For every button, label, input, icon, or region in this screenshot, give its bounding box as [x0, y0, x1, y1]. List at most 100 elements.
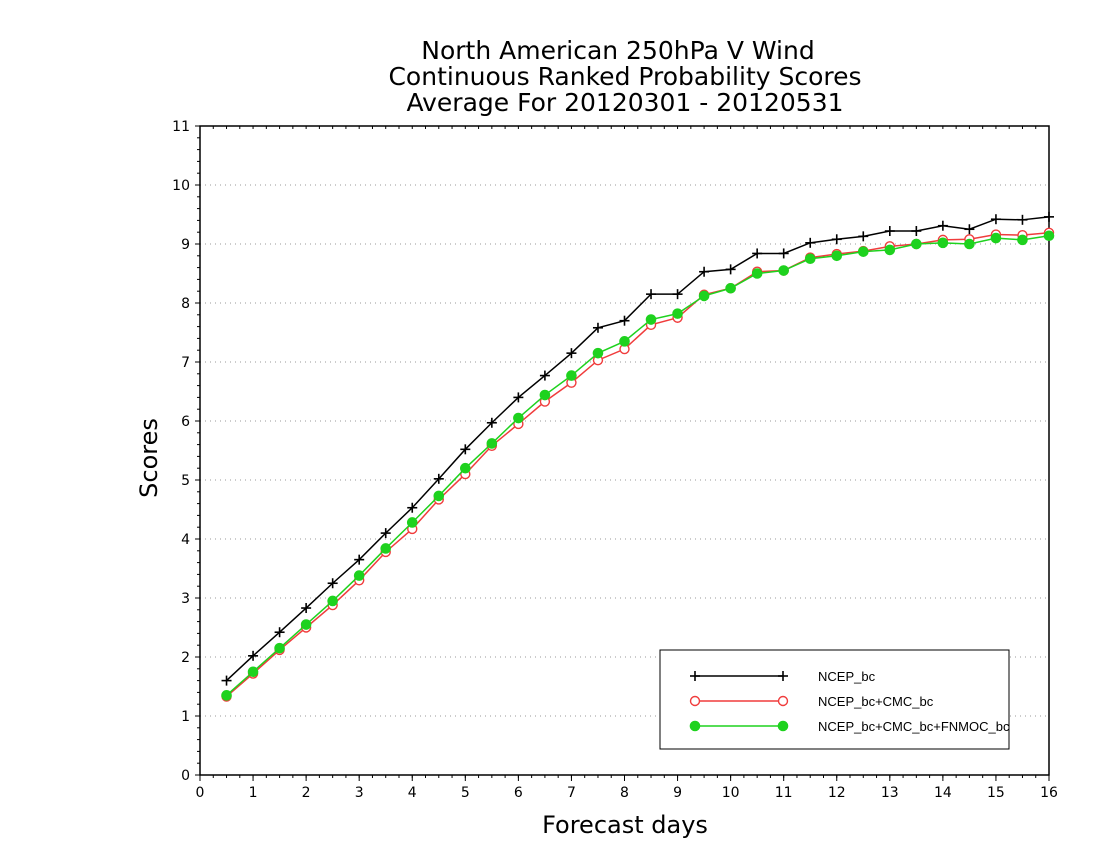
- data-point: [1017, 214, 1028, 225]
- data-point: [513, 392, 524, 403]
- data-point: [725, 264, 736, 275]
- y-tick-label: 11: [172, 119, 190, 135]
- data-point: [353, 570, 365, 581]
- y-tick-label: 3: [181, 591, 190, 607]
- data-point: [1017, 234, 1028, 246]
- x-tick-label: 16: [1040, 785, 1058, 801]
- data-point: [619, 315, 630, 326]
- data-point: [831, 234, 842, 245]
- data-point: [513, 412, 524, 424]
- data-point: [274, 627, 285, 638]
- y-tick-label: 10: [172, 178, 190, 194]
- legend-marker: [778, 671, 788, 681]
- x-tick-label: 1: [249, 785, 258, 801]
- data-point: [884, 244, 896, 256]
- y-tick-label: 9: [181, 237, 190, 253]
- data-point: [247, 666, 259, 678]
- x-tick-label: 15: [987, 785, 1005, 801]
- x-tick-label: 6: [514, 785, 523, 801]
- data-point: [911, 238, 922, 250]
- data-point: [486, 438, 498, 449]
- x-tick-label: 14: [934, 785, 952, 801]
- data-point: [380, 528, 391, 539]
- data-point: [327, 595, 338, 607]
- x-tick-label: 9: [673, 785, 682, 801]
- data-point: [539, 370, 550, 381]
- data-point: [725, 282, 736, 294]
- data-point: [699, 266, 710, 277]
- y-tick-label: 8: [181, 296, 190, 312]
- x-tick-label: 0: [196, 785, 205, 801]
- data-point: [407, 502, 418, 513]
- data-point: [460, 462, 471, 474]
- data-point: [646, 289, 657, 300]
- data-point: [858, 231, 869, 242]
- series-line: [226, 216, 1050, 682]
- chart-title-line-3: Average For 20120301 - 20120531: [406, 88, 843, 117]
- data-point: [1044, 211, 1054, 222]
- x-tick-label: 11: [775, 785, 793, 801]
- data-point: [539, 389, 551, 401]
- data-point: [884, 226, 895, 237]
- data-point: [301, 603, 312, 614]
- data-point: [804, 253, 816, 265]
- x-tick-label: 8: [620, 785, 629, 801]
- y-tick-label: 6: [181, 414, 190, 430]
- data-point: [964, 224, 975, 235]
- data-point: [221, 675, 232, 686]
- data-point: [274, 642, 285, 654]
- legend-entry: NCEP_bc: [690, 669, 876, 684]
- data-point: [248, 650, 259, 661]
- data-point: [990, 214, 1001, 225]
- x-tick-label: 4: [408, 785, 417, 801]
- legend-marker: [777, 695, 789, 707]
- series-layer: [221, 211, 1055, 702]
- series-1: [221, 227, 1055, 702]
- data-point: [592, 347, 604, 359]
- legend-marker: [689, 720, 701, 732]
- x-tick-label: 5: [461, 785, 470, 801]
- series-2: [221, 230, 1055, 701]
- x-axis-label: Forecast days: [542, 811, 708, 839]
- data-point: [645, 314, 657, 325]
- data-point: [964, 238, 975, 250]
- data-point: [406, 517, 418, 528]
- legend-box: [659, 649, 1010, 750]
- legend-marker: [690, 671, 700, 681]
- chart-title-line-1: North American 250hPa V Wind: [421, 36, 814, 65]
- x-tick-label: 10: [722, 785, 740, 801]
- data-point: [698, 290, 710, 302]
- data-point: [831, 250, 843, 262]
- series-0: [221, 211, 1054, 686]
- data-point: [380, 543, 392, 554]
- data-point: [857, 246, 869, 257]
- y-axis: 0 1 2 3 4 5 6 7 8 9 10 11: [172, 119, 200, 784]
- legend-entry: NCEP_bc+CMC_bc: [689, 694, 934, 709]
- series-line: [226, 232, 1050, 698]
- gridlines: [200, 184, 1049, 717]
- data-point: [566, 370, 577, 381]
- y-tick-label: 5: [181, 473, 190, 489]
- y-axis-label: Scores: [135, 418, 163, 498]
- x-axis: 0 1 2 3 4 5 6 7 8 9 10 11 12 13 14 15 16: [196, 126, 1058, 801]
- chart-title: North American 250hPa V Wind Continuous …: [388, 36, 861, 117]
- data-point: [672, 289, 683, 300]
- data-point: [327, 578, 338, 589]
- data-point: [433, 490, 445, 502]
- data-point: [433, 473, 444, 484]
- data-point: [937, 220, 948, 231]
- chart-title-line-2: Continuous Ranked Probability Scores: [388, 62, 861, 91]
- x-tick-label: 7: [567, 785, 576, 801]
- x-tick-label: 13: [881, 785, 899, 801]
- data-point: [221, 690, 232, 701]
- legend-label: NCEP_bc+CMC_bc+FNMOC_bc: [818, 719, 1010, 734]
- legend: NCEP_bc NCEP_bc+CMC_bc NCEP_bc+CMC_bc+FNMO…: [659, 649, 1010, 750]
- y-tick-label: 0: [181, 768, 190, 784]
- x-tick-label: 3: [355, 785, 364, 801]
- data-point: [460, 444, 471, 455]
- data-point: [566, 348, 577, 359]
- data-point: [937, 237, 949, 249]
- data-point: [672, 308, 683, 319]
- y-tick-label: 7: [181, 355, 190, 371]
